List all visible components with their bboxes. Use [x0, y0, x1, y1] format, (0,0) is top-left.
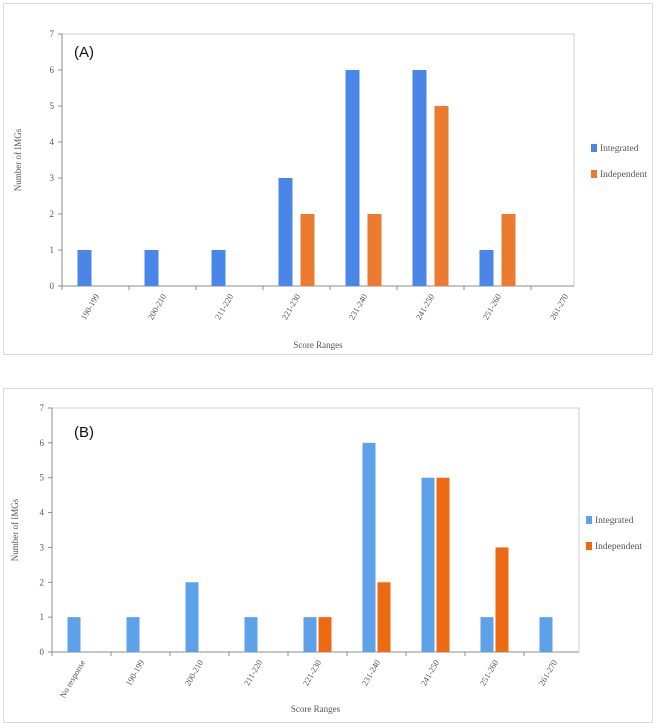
y-tick-label: 6 — [40, 438, 45, 448]
y-tick-label: 3 — [40, 542, 45, 552]
bar-integrated-a — [412, 70, 427, 286]
bar-integrated-a — [278, 178, 293, 286]
chart-panel-a: 0 1 2 3 4 5 6 7 190-199 200-210 211-220 221-230 231-… — [3, 3, 653, 355]
bar-independent-b — [436, 477, 450, 652]
legend-swatch-integrated — [591, 144, 597, 152]
plot-area-a — [61, 33, 575, 287]
x-tick-label: No response — [57, 658, 87, 700]
y-tick-label: 2 — [40, 577, 45, 587]
x-tick-label: 190-199 — [78, 292, 101, 322]
bar-integrated-b — [303, 617, 317, 652]
legend-label-independent: Independent — [600, 170, 647, 180]
y-tick-label: 5 — [50, 101, 55, 111]
y-tick-label: 3 — [50, 173, 55, 183]
y-tick-label: 0 — [50, 281, 55, 291]
x-tick-label: 251-260 — [480, 292, 503, 322]
x-tick-label: 251-260 — [477, 658, 500, 688]
x-axis-title: Score Ranges — [293, 340, 343, 350]
x-axis-title: Score Ranges — [291, 704, 341, 714]
x-tick-label: 231-240 — [346, 292, 369, 322]
panel-label-a: (A) — [74, 44, 94, 61]
x-tick-label: 241-250 — [413, 292, 436, 322]
x-tick-label: 211-220 — [213, 292, 236, 321]
bar-independent-a — [300, 214, 315, 286]
legend-label-independent: Independent — [595, 542, 642, 552]
bar-independent-a — [434, 106, 449, 286]
y-tick-label: 6 — [50, 65, 55, 75]
chart-a-svg: 0 1 2 3 4 5 6 7 190-199 200-210 211-220 221-230 231-… — [13, 29, 647, 350]
legend-swatch-independent — [591, 170, 597, 178]
legend-label-integrated: Integrated — [595, 516, 634, 526]
y-tick-label: 4 — [50, 137, 55, 147]
bar-integrated-b — [185, 582, 199, 652]
x-tick-label: 221-230 — [300, 658, 323, 688]
legend-swatch-integrated — [586, 516, 592, 524]
y-tick-label: 2 — [50, 209, 55, 219]
bar-independent-a — [501, 214, 516, 286]
bar-integrated-b — [480, 617, 494, 652]
bar-independent-b — [377, 582, 391, 652]
y-tick-label: 7 — [40, 403, 45, 413]
x-tick-label: 261-270 — [547, 292, 570, 322]
bar-integrated-b — [244, 617, 258, 652]
y-tick-label: 5 — [40, 473, 45, 483]
panel-label-b: (B) — [74, 424, 94, 441]
y-tick-label: 0 — [40, 647, 45, 657]
bar-independent-b — [318, 617, 332, 652]
bar-integrated-a — [144, 250, 159, 286]
bar-independent-b — [495, 547, 509, 652]
legend-label-integrated: Integrated — [600, 144, 639, 154]
x-tick-label: 211-220 — [242, 658, 265, 687]
y-axis-title: Number of IMGs — [13, 128, 23, 191]
bar-integrated-b — [539, 617, 553, 652]
bar-integrated-a — [479, 250, 494, 286]
y-axis-title: Number of IMGs — [10, 498, 20, 561]
y-tick-label: 4 — [40, 508, 45, 518]
bar-integrated-b — [126, 617, 140, 652]
x-tick-label: 221-230 — [279, 292, 302, 322]
bar-integrated-b — [362, 442, 376, 652]
bar-integrated-b — [421, 477, 435, 652]
bar-integrated-a — [211, 250, 226, 286]
x-tick-label: 190-199 — [123, 658, 146, 688]
x-tick-label: 200-210 — [182, 658, 205, 688]
chart-panel-b: 0 1 2 3 4 5 6 7 No response 190-199 200-210 211-220… — [3, 388, 653, 723]
chart-b-svg: 0 1 2 3 4 5 6 7 No response 190-199 200-210 211-220… — [10, 403, 642, 714]
legend-swatch-independent — [586, 542, 592, 550]
y-tick-label: 1 — [40, 612, 45, 622]
bar-integrated-b — [67, 617, 81, 652]
x-tick-label: 241-250 — [418, 658, 441, 688]
bar-independent-a — [367, 214, 382, 286]
x-tick-label: 261-270 — [536, 658, 559, 688]
y-tick-label: 1 — [50, 245, 55, 255]
bar-integrated-a — [345, 70, 360, 286]
x-tick-label: 231-240 — [359, 658, 382, 688]
y-tick-label: 7 — [50, 29, 55, 39]
x-tick-label: 200-210 — [145, 292, 168, 322]
bar-integrated-a — [77, 250, 92, 286]
